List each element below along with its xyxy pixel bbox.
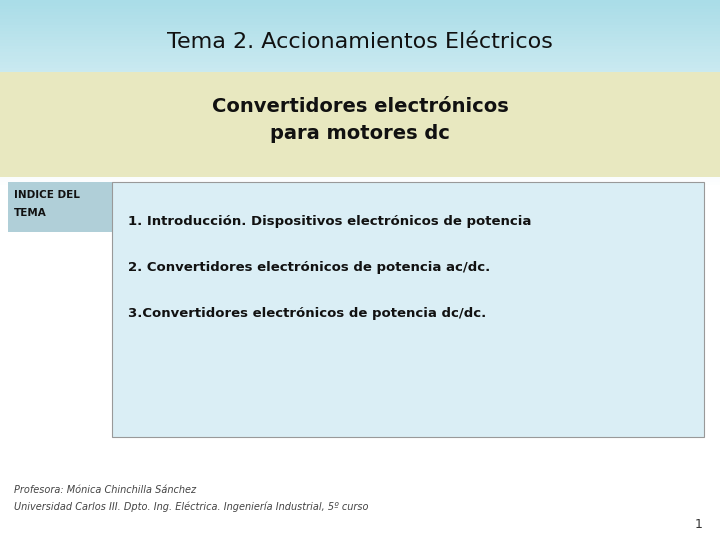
Bar: [0, 3, 720, 6]
Bar: [0, 179, 720, 183]
Bar: [0, 25, 720, 28]
Bar: [0, 43, 720, 47]
Bar: [0, 130, 720, 133]
Bar: [0, 99, 720, 102]
Bar: [0, 142, 720, 145]
Text: Tema 2. Accionamientos Eléctricos: Tema 2. Accionamientos Eléctricos: [167, 32, 553, 52]
Bar: [0, 74, 720, 78]
Text: INDICE DEL: INDICE DEL: [14, 190, 80, 200]
Text: TEMA: TEMA: [14, 208, 47, 218]
Bar: [0, 18, 720, 22]
Bar: [0, 139, 720, 143]
Bar: [0, 83, 720, 87]
Bar: [0, 37, 720, 40]
Bar: [8, 182, 116, 232]
Bar: [0, 164, 720, 167]
Bar: [0, 145, 720, 148]
Text: 1: 1: [695, 517, 703, 530]
Bar: [0, 12, 720, 16]
Bar: [0, 108, 720, 111]
Text: 2. Convertidores electrónicos de potencia ac/dc.: 2. Convertidores electrónicos de potenci…: [128, 261, 490, 274]
Bar: [0, 157, 720, 161]
Bar: [0, 92, 720, 96]
Bar: [0, 154, 720, 158]
Bar: [0, 166, 720, 170]
Bar: [0, 111, 720, 114]
Text: Profesora: Mónica Chinchilla Sánchez: Profesora: Mónica Chinchilla Sánchez: [14, 485, 196, 495]
Bar: [0, 123, 720, 127]
Bar: [0, 136, 720, 139]
Bar: [0, 182, 720, 186]
Bar: [0, 185, 720, 540]
Bar: [0, 126, 720, 130]
Bar: [0, 151, 720, 154]
Bar: [0, 9, 720, 13]
Text: 3.Convertidores electrónicos de potencia dc/dc.: 3.Convertidores electrónicos de potencia…: [128, 307, 486, 321]
Bar: [0, 117, 720, 121]
Text: Universidad Carlos III. Dpto. Ing. Eléctrica. Ingeniería Industrial, 5º curso: Universidad Carlos III. Dpto. Ing. Eléct…: [14, 502, 369, 512]
Bar: [0, 80, 720, 84]
Bar: [0, 65, 720, 69]
Bar: [112, 182, 704, 437]
Bar: [0, 160, 720, 164]
Bar: [0, 62, 720, 65]
Bar: [0, 133, 720, 136]
Bar: [0, 176, 720, 179]
Bar: [0, 71, 720, 75]
Bar: [0, 46, 720, 50]
Bar: [0, 40, 720, 44]
Text: 1. Introducción. Dispositivos electrónicos de potencia: 1. Introducción. Dispositivos electrónic…: [128, 215, 531, 228]
Bar: [0, 68, 720, 71]
Bar: [0, 102, 720, 105]
Bar: [0, 96, 720, 99]
Bar: [0, 170, 720, 173]
Bar: [0, 148, 720, 152]
Bar: [0, 0, 720, 4]
Bar: [0, 52, 720, 56]
Bar: [0, 114, 720, 118]
Bar: [0, 49, 720, 53]
Bar: [0, 72, 720, 177]
Text: Convertidores electrónicos
para motores dc: Convertidores electrónicos para motores …: [212, 97, 508, 143]
Bar: [0, 77, 720, 80]
Bar: [0, 6, 720, 10]
Bar: [0, 16, 720, 19]
Bar: [0, 173, 720, 176]
Bar: [0, 34, 720, 37]
Bar: [0, 120, 720, 124]
Bar: [0, 58, 720, 62]
Bar: [0, 90, 720, 93]
Bar: [0, 22, 720, 25]
Bar: [0, 28, 720, 31]
Bar: [0, 56, 720, 59]
Bar: [0, 105, 720, 109]
Bar: [0, 86, 720, 90]
Bar: [0, 31, 720, 35]
